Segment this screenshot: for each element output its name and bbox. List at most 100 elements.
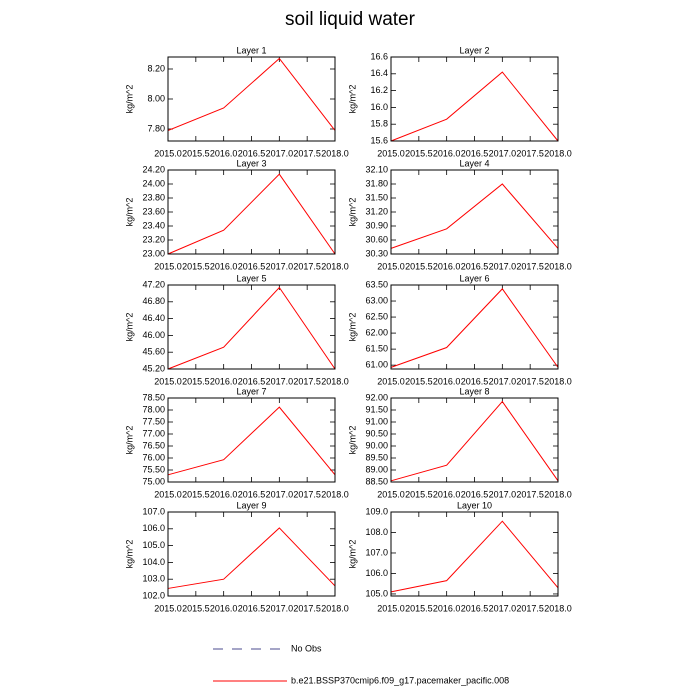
x-tick-label: 2016.5 (238, 489, 266, 499)
y-tick-label: 89.00 (365, 464, 388, 474)
x-tick-label: 2016.5 (461, 489, 489, 499)
x-tick-label: 2016.0 (210, 261, 238, 271)
x-tick-label: 2015.5 (182, 603, 210, 613)
x-tick-label: 2015.0 (377, 148, 405, 158)
x-tick-label: 2016.0 (210, 148, 238, 158)
y-tick-label: 106.0 (365, 568, 388, 578)
panel-title: Layer 1 (236, 45, 266, 55)
y-tick-label: 77.00 (142, 428, 165, 438)
plot-frame (390, 56, 559, 142)
y-axis-label: kg/m^2 (124, 313, 134, 342)
data-line (390, 183, 559, 249)
x-tick-label: 2016.0 (210, 489, 238, 499)
y-tick-label: 91.00 (365, 416, 388, 426)
x-tick-label: 2017.0 (266, 489, 294, 499)
x-tick-label: 2017.5 (516, 603, 544, 613)
x-tick-label: 2017.5 (293, 489, 321, 499)
legend-label: b.e21.BSSP370cmip6.f09_g17.pacemaker_pac… (291, 675, 509, 685)
x-tick-label: 2017.0 (489, 148, 517, 158)
y-tick-label: 45.60 (142, 347, 165, 357)
x-tick-label: 2017.0 (266, 376, 294, 386)
x-tick-label: 2017.5 (293, 376, 321, 386)
y-axis-label: kg/m^2 (124, 540, 134, 569)
y-tick-label: 61.50 (365, 343, 388, 353)
x-tick-label: 2015.5 (405, 148, 433, 158)
y-tick-label: 45.20 (142, 363, 165, 373)
x-tick-label: 2015.0 (377, 376, 405, 386)
x-tick-label: 2017.0 (489, 261, 517, 271)
x-tick-label: 2017.0 (266, 603, 294, 613)
x-tick-label: 2016.5 (461, 376, 489, 386)
y-axis-label: kg/m^2 (347, 540, 357, 569)
x-tick-label: 2018.0 (544, 489, 572, 499)
y-tick-label: 62.00 (365, 327, 388, 337)
x-tick-label: 2015.5 (182, 261, 210, 271)
data-line (167, 406, 336, 476)
x-tick-label: 2016.0 (210, 376, 238, 386)
y-tick-label: 31.50 (365, 192, 388, 202)
x-tick-label: 2017.5 (516, 148, 544, 158)
y-tick-label: 30.90 (365, 220, 388, 230)
panel-title: Layer 3 (236, 158, 266, 168)
plot-frame (167, 284, 336, 370)
plot-frame (390, 169, 559, 255)
y-axis-label: kg/m^2 (347, 85, 357, 114)
y-tick-label: 23.40 (142, 220, 165, 230)
y-tick-label: 46.40 (142, 313, 165, 323)
x-tick-label: 2015.0 (154, 376, 182, 386)
plot-frame (167, 169, 336, 255)
y-tick-label: 92.00 (365, 392, 388, 402)
y-tick-label: 16.2 (370, 85, 388, 95)
y-tick-label: 63.00 (365, 295, 388, 305)
panel-title: Layer 9 (236, 500, 266, 510)
x-tick-label: 2016.0 (433, 603, 461, 613)
y-tick-label: 46.80 (142, 296, 165, 306)
y-tick-label: 88.50 (365, 476, 388, 486)
y-tick-label: 90.00 (365, 440, 388, 450)
x-tick-label: 2017.5 (516, 376, 544, 386)
y-tick-label: 32.10 (365, 164, 388, 174)
y-tick-label: 108.0 (365, 527, 388, 537)
y-tick-label: 62.50 (365, 311, 388, 321)
panel-title: Layer 8 (459, 386, 489, 396)
x-tick-label: 2015.0 (154, 603, 182, 613)
y-tick-label: 23.60 (142, 206, 165, 216)
x-tick-label: 2016.0 (433, 376, 461, 386)
x-tick-label: 2016.5 (238, 603, 266, 613)
x-tick-label: 2015.0 (377, 489, 405, 499)
y-tick-label: 91.50 (365, 404, 388, 414)
x-tick-label: 2017.5 (516, 489, 544, 499)
x-tick-label: 2018.0 (321, 603, 349, 613)
x-tick-label: 2016.5 (461, 603, 489, 613)
x-tick-label: 2016.5 (238, 148, 266, 158)
x-tick-label: 2017.0 (489, 376, 517, 386)
plot-frame (390, 397, 559, 483)
x-tick-label: 2017.0 (489, 603, 517, 613)
x-tick-label: 2015.5 (182, 489, 210, 499)
data-line (167, 57, 336, 131)
y-tick-label: 77.50 (142, 416, 165, 426)
x-tick-label: 2015.0 (154, 148, 182, 158)
x-tick-label: 2018.0 (544, 376, 572, 386)
y-axis-label: kg/m^2 (347, 198, 357, 227)
x-tick-label: 2015.5 (405, 489, 433, 499)
y-tick-label: 7.80 (147, 123, 165, 133)
y-tick-label: 104.0 (142, 557, 165, 567)
x-tick-label: 2015.0 (154, 261, 182, 271)
y-tick-label: 16.0 (370, 102, 388, 112)
x-tick-label: 2015.5 (182, 376, 210, 386)
panel-title: Layer 6 (459, 273, 489, 283)
plot-frame (390, 511, 559, 597)
data-line (390, 520, 559, 593)
x-tick-label: 2015.5 (182, 148, 210, 158)
data-line (167, 173, 336, 255)
y-tick-label: 31.80 (365, 178, 388, 188)
y-tick-label: 24.20 (142, 164, 165, 174)
y-tick-label: 23.20 (142, 234, 165, 244)
y-tick-label: 103.0 (142, 574, 165, 584)
x-tick-label: 2017.5 (516, 261, 544, 271)
y-tick-label: 78.00 (142, 404, 165, 414)
y-tick-label: 89.50 (365, 452, 388, 462)
x-tick-label: 2016.5 (238, 376, 266, 386)
y-tick-label: 8.00 (147, 93, 165, 103)
